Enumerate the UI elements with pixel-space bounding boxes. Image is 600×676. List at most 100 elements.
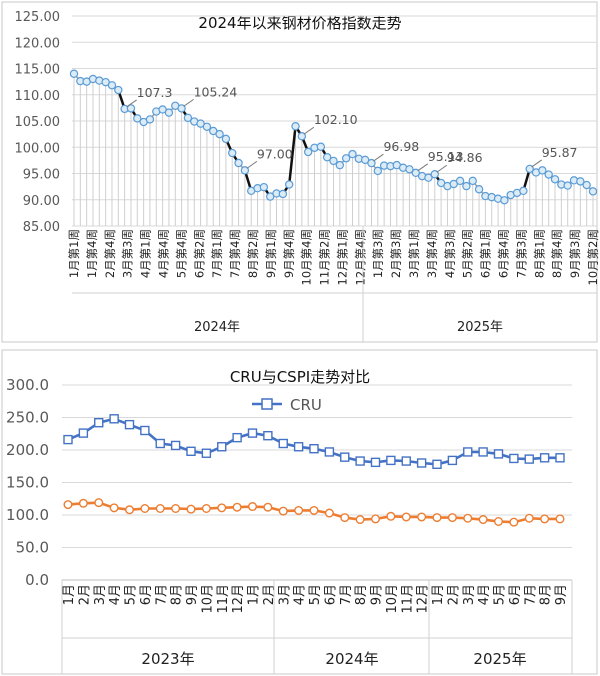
x-tick-label: 2月第4周: [103, 229, 117, 278]
data-point: [202, 122, 212, 131]
data-point: [316, 142, 326, 151]
x-tick-label: 2月第3周: [389, 229, 403, 278]
data-point-cru: [463, 447, 473, 457]
data-point: [519, 186, 528, 196]
data-point: [126, 104, 136, 113]
group-label: 2024年: [325, 650, 378, 668]
y-axis-ticks: 85.00 90.00 95.00 100.00 105.00 110.00 115.00 1…: [15, 10, 61, 235]
data-point: [215, 129, 224, 139]
data-point: [455, 176, 465, 186]
data-point-cspi: [432, 513, 442, 523]
data-point-cru: [447, 455, 458, 466]
x-tick-label: 2月: [262, 584, 277, 605]
data-point-cru: [109, 414, 119, 424]
x-tick-label: 3月第3周: [121, 229, 135, 278]
data-point-cspi: [201, 503, 211, 513]
data-point-cru: [524, 454, 534, 464]
data-point-cspi: [371, 514, 381, 524]
x-tick-label: 7月第3周: [514, 229, 528, 278]
data-point: [329, 156, 338, 166]
x-tick-label: 5月: [124, 584, 139, 605]
data-point-cspi: [78, 498, 88, 508]
x-axis-groups: 2023年 2024年 2025年: [61, 580, 573, 674]
data-point: [303, 147, 313, 157]
data-point-cspi: [155, 503, 165, 513]
x-tick-label: 9月: [185, 584, 200, 605]
y-tick-label: 85.00: [23, 220, 60, 235]
series-markers: [63, 414, 565, 527]
x-tick-label: 8月第4周: [550, 229, 564, 278]
x-tick-label: 8月第2周: [246, 229, 260, 278]
data-point-cru: [386, 455, 396, 466]
y-gridlines: [72, 15, 597, 227]
x-tick-label: 2月: [77, 584, 92, 605]
data-point: [348, 149, 357, 159]
data-point-cspi: [294, 505, 304, 515]
data-point: [164, 108, 174, 117]
data-point-cspi: [463, 513, 473, 523]
data-point: [576, 177, 585, 186]
data-point: [278, 189, 288, 199]
data-point-cspi: [217, 503, 227, 513]
label-leader: [183, 98, 194, 107]
data-label: 102.10: [314, 112, 358, 127]
x-tick-label: 1月第4周: [85, 229, 99, 278]
x-tick-label: 8月: [170, 584, 185, 605]
x-tick-label: 4月第4周: [156, 229, 170, 278]
x-tick-label: 10月: [385, 584, 400, 614]
legend-marker-cru: [261, 398, 273, 410]
label-leader: [373, 153, 384, 162]
data-label: 95.87: [542, 145, 578, 160]
group-label: 2023年: [141, 650, 194, 668]
x-tick-label: 6月第1周: [479, 229, 493, 278]
x-axis-ticks: 1月 2月 3月 4月 5月 6月 7月 8月 9月 10月 11月 12月 1月 2月 3月 4月 5月 6月 7…: [62, 584, 569, 614]
label-leader: [436, 164, 448, 173]
data-point-cspi: [386, 511, 396, 521]
data-point-cru: [293, 442, 304, 452]
y-tick-label: 120.00: [15, 36, 61, 51]
x-tick-label: 7月: [339, 584, 354, 605]
x-tick-label: 5月: [493, 584, 508, 605]
data-point-cru: [278, 438, 288, 449]
data-point-cru: [78, 428, 89, 438]
data-point-cru: [155, 438, 165, 449]
data-label: 96.98: [383, 139, 419, 154]
x-tick-label: 4月: [477, 584, 492, 605]
x-tick-label: 12月: [231, 584, 246, 614]
data-label: 97.00: [257, 146, 293, 161]
data-point-cspi: [401, 512, 411, 522]
data-point-cru: [432, 459, 442, 470]
series-markers: [69, 69, 598, 205]
data-point-cspi: [94, 498, 104, 508]
data-point: [183, 113, 193, 123]
data-point: [474, 185, 484, 194]
x-tick-label: 5月第2周: [461, 229, 475, 278]
data-point: [582, 180, 591, 190]
x-tick-label: 2月: [446, 584, 461, 605]
data-point: [284, 180, 294, 189]
y-tick-label: 100.00: [15, 141, 61, 156]
data-point: [462, 181, 471, 191]
x-tick-label: 8月: [354, 584, 369, 605]
data-point: [69, 69, 79, 78]
data-point: [291, 122, 300, 131]
y-tick-label: 150.0: [6, 474, 49, 492]
data-point-cspi: [324, 508, 334, 518]
x-tick-label: 5月: [308, 584, 323, 605]
x-tick-label: 9月: [370, 584, 385, 605]
x-tick-label: 3月: [93, 584, 108, 605]
x-tick-label: 1月第1周: [67, 229, 81, 278]
x-tick-label: 9月第3周: [568, 229, 582, 278]
data-point: [500, 196, 509, 205]
data-point: [588, 187, 598, 196]
data-point-cru: [309, 443, 319, 454]
data-point: [544, 170, 553, 179]
data-point-cru: [263, 430, 273, 441]
x-tick-label: 9月: [554, 584, 569, 605]
x-tick-label: 7月: [154, 584, 169, 605]
data-point-cru: [201, 448, 212, 458]
data-point: [424, 173, 433, 182]
data-point-cru: [324, 447, 335, 457]
x-tick-label: 11月第2周: [318, 229, 332, 285]
